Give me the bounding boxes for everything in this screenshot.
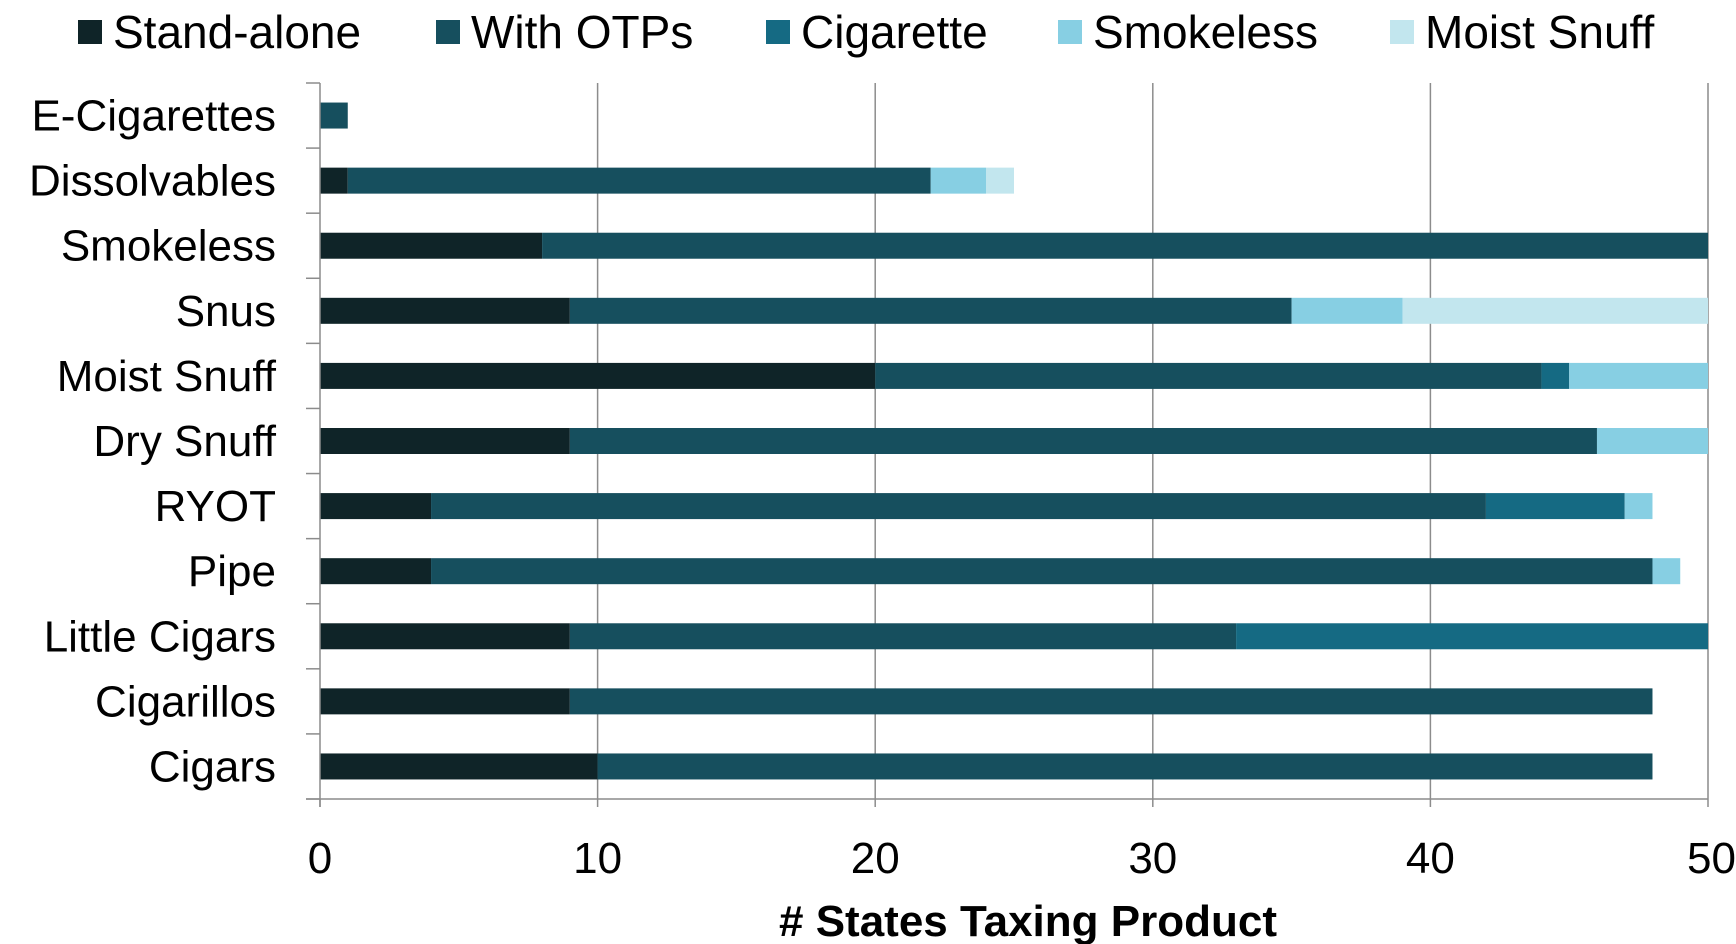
bar-segment [1485,493,1625,520]
bar-segment [1402,297,1708,324]
bar-segment [1541,362,1570,389]
legend-swatch [78,20,102,44]
category-label: Cigars [149,742,276,791]
x-tick-label: 30 [1128,834,1177,883]
bar-segment [320,493,432,520]
bar-segment [875,362,1542,389]
category-label: Cigarillos [95,677,276,726]
bar-segment [542,232,1708,259]
bar-segment [320,102,348,129]
bar-segment [986,167,1014,194]
category-label: Moist Snuff [57,352,277,401]
category-label: Little Cigars [44,612,276,661]
x-axis-title: # States Taxing Product [779,897,1277,944]
x-tick-label: 10 [573,834,622,883]
x-tick-label: 0 [308,834,332,883]
bar-segment [930,167,987,194]
legend-label: Cigarette [801,6,988,58]
bar-segment [1569,362,1708,389]
bar-segment [1596,428,1708,454]
bar-segment [320,297,570,324]
bar-segment [320,688,570,715]
bar-segment [320,753,598,780]
bar-segment [569,623,1237,650]
x-tick-label: 40 [1406,834,1455,883]
bar-segment [320,232,543,259]
x-tick-label: 50 [1687,834,1736,883]
bar-segment [320,167,348,194]
bar-segment [320,362,876,389]
bar-segment [320,558,432,585]
bar-segment [1624,493,1653,520]
bar-segment [1236,623,1708,650]
bar-segment [431,493,1486,520]
bar-segment [569,688,1653,715]
legend: Stand-alone With OTPs Cigarette Smokeless Mo… [78,6,1654,58]
category-label: Dissolvables [29,157,276,206]
x-tick-labels: 0 10 20 30 40 50 [308,834,1736,883]
category-label: Smokeless [61,222,276,271]
legend-label: Moist Snuff [1425,6,1654,58]
bar-segment [431,558,1653,585]
category-label: Pipe [188,547,276,596]
bars [320,102,1708,780]
bar-segment [1291,297,1403,324]
axes [306,82,1709,807]
category-label: E-Cigarettes [31,92,276,141]
legend-swatch [1058,20,1082,44]
bar-segment [569,428,1597,454]
x-tick-label: 20 [851,834,900,883]
bar-segment [569,297,1292,324]
legend-swatch [436,20,460,44]
legend-label: Stand-alone [113,6,361,58]
category-labels: E-Cigarettes Dissolvables Smokeless Snus Moi… [29,92,277,792]
legend-label: Smokeless [1093,6,1318,58]
bar-segment [597,753,1653,780]
bar-segment [320,623,570,650]
category-label: Snus [176,287,276,336]
legend-swatch [766,20,790,44]
bar-segment [1652,558,1681,585]
bar-segment [320,428,570,454]
category-label: RYOT [155,482,276,531]
legend-label: With OTPs [471,6,693,58]
bar-segment [347,167,931,194]
legend-swatch [1390,20,1414,44]
category-label: Dry Snuff [93,417,276,466]
